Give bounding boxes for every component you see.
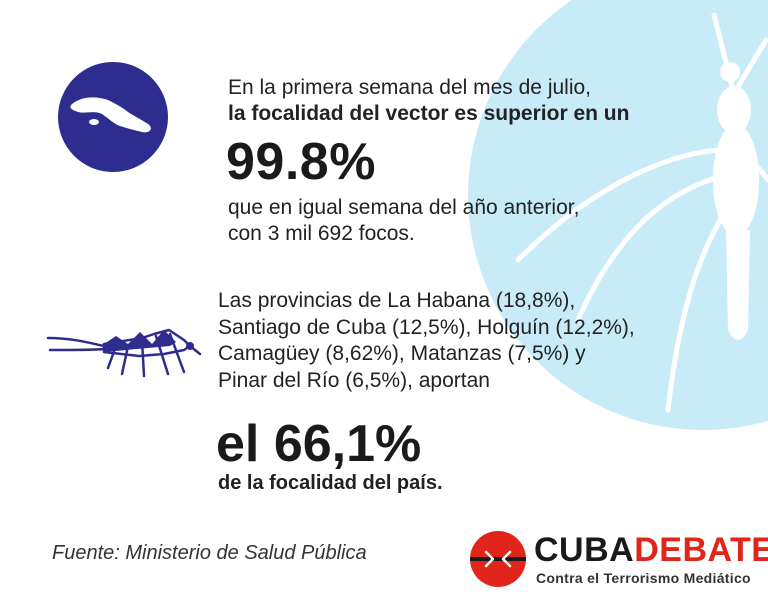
- provinces-line-1: Las provincias de La Habana (18,8%),: [218, 289, 576, 312]
- intro-line-2: la focalidad del vector es superior en u…: [228, 102, 630, 125]
- mosquito-silhouette-icon: [515, 12, 768, 413]
- cuba-map-badge: [58, 62, 168, 172]
- intro-line-3: que en igual semana del año anterior,: [228, 196, 580, 219]
- cuba-map-icon: [70, 97, 151, 133]
- logo-part-1: CUBA: [534, 531, 635, 569]
- cubadebate-logo-icon: [470, 531, 526, 587]
- highlight-percentage-2: el 66,1%: [216, 415, 422, 473]
- provinces-line-3: Camagüey (8,62%), Matanzas (7,5%) y: [218, 342, 586, 365]
- logo-tagline: Contra el Terrorismo Mediático: [536, 570, 751, 586]
- closing-line: de la focalidad del país.: [218, 472, 443, 494]
- provinces-paragraph: Las provincias de La Habana (18,8%), San…: [218, 288, 635, 394]
- intro-line-1: En la primera semana del mes de julio,: [228, 76, 592, 99]
- provinces-line-4: Pinar del Río (6,5%), aportan: [218, 368, 490, 392]
- highlight-percentage-1: 99.8%: [226, 133, 376, 191]
- provinces-line-2: Santiago de Cuba (12,5%), Holguín (12,2%…: [218, 315, 635, 339]
- logo-part-2: DEBATE: [634, 531, 768, 569]
- source-text: Fuente: Ministerio de Salud Pública: [52, 542, 367, 564]
- intro-line-4: con 3 mil 692 focos.: [228, 222, 415, 245]
- logo-wordmark: CUBADEBATE: [534, 531, 768, 569]
- mosquito-icon: [46, 328, 202, 378]
